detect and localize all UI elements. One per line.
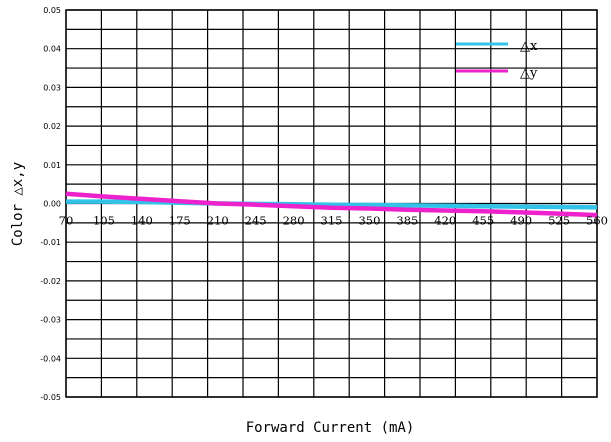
x-tick-label: 385 xyxy=(396,214,418,228)
x-tick-label: 490 xyxy=(510,214,532,228)
y-tick-label: -0.01 xyxy=(40,238,61,247)
x-tick-label: 70 xyxy=(59,214,74,228)
series-line-y xyxy=(65,191,598,218)
x-tick-label: 175 xyxy=(169,214,191,228)
series-layer xyxy=(65,191,598,218)
legend-label-x: △x xyxy=(520,39,538,54)
x-tick-label: 140 xyxy=(131,214,153,228)
x-axis-label: Forward Current (mA) xyxy=(246,420,415,436)
y-tick-label: 0.03 xyxy=(43,83,61,92)
legend: △x △y xyxy=(456,39,538,81)
x-tick-label: 210 xyxy=(207,214,229,228)
x-tick-label: 245 xyxy=(245,214,267,228)
x-tick-label: 455 xyxy=(472,214,494,228)
y-tick-label: 0.01 xyxy=(43,161,61,170)
x-tick-label: 420 xyxy=(434,214,456,228)
y-axis-label: Color △x,y xyxy=(10,162,26,246)
x-tick-label: 280 xyxy=(283,214,305,228)
x-tick-label: 105 xyxy=(93,214,115,228)
x-tick-label: 525 xyxy=(548,214,570,228)
x-tick-label: 315 xyxy=(321,214,343,228)
y-tick-label: 0.00 xyxy=(43,200,61,209)
y-tick-label: -0.05 xyxy=(40,393,61,402)
series-line-x xyxy=(66,199,598,210)
x-tick-label: 560 xyxy=(586,214,608,228)
y-tick-label: -0.02 xyxy=(40,277,61,286)
x-tick-label: 350 xyxy=(358,214,380,228)
y-tick-labels: 0.05 0.04 0.03 0.02 0.01 0.00 -0.01 -0.02 -0.03 -… xyxy=(40,6,61,402)
y-tick-label: 0.02 xyxy=(43,122,61,131)
legend-label-y: △y xyxy=(520,66,538,81)
x-tick-labels: 70 105 140 175 210 245 280 315 350 385 420 455 490 52… xyxy=(59,214,608,228)
grid xyxy=(65,9,598,398)
y-tick-label: 0.04 xyxy=(43,45,61,54)
y-tick-label: -0.04 xyxy=(40,354,61,363)
y-tick-label: -0.03 xyxy=(40,316,61,325)
y-tick-label: 0.05 xyxy=(43,6,61,15)
